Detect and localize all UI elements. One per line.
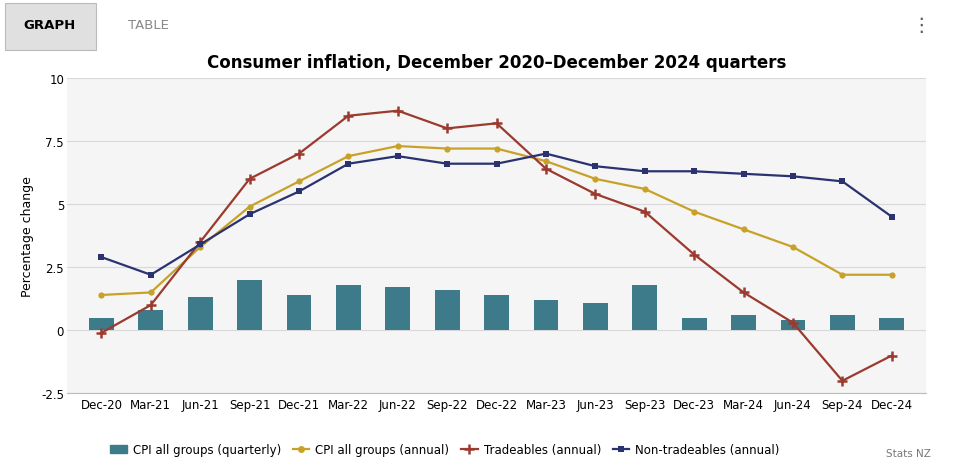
Bar (188, 298, 213, 331)
Bar (534, 300, 559, 331)
Bar (682, 318, 707, 331)
FancyBboxPatch shape (5, 4, 96, 50)
Bar (138, 310, 163, 331)
Title: Consumer inflation, December 2020–December 2024 quarters: Consumer inflation, December 2020–Decemb… (207, 54, 786, 72)
Bar (732, 315, 756, 331)
Bar (780, 320, 805, 331)
Text: Stats NZ: Stats NZ (886, 448, 931, 458)
Bar (584, 303, 607, 331)
Bar (484, 295, 509, 331)
Text: ⋮: ⋮ (912, 16, 931, 35)
Bar (89, 318, 114, 331)
Bar (435, 290, 459, 331)
Bar (632, 285, 657, 331)
Text: GRAPH: GRAPH (24, 19, 75, 32)
Bar (830, 315, 855, 331)
Y-axis label: Percentage change: Percentage change (21, 176, 34, 296)
Bar (880, 318, 904, 331)
Bar (336, 285, 361, 331)
Text: TABLE: TABLE (128, 19, 168, 32)
Legend: CPI all groups (quarterly), CPI all groups (annual), Tradeables (annual), Non-tr: CPI all groups (quarterly), CPI all grou… (111, 444, 779, 457)
Bar (237, 280, 262, 331)
Bar (286, 295, 311, 331)
Bar (386, 288, 410, 331)
